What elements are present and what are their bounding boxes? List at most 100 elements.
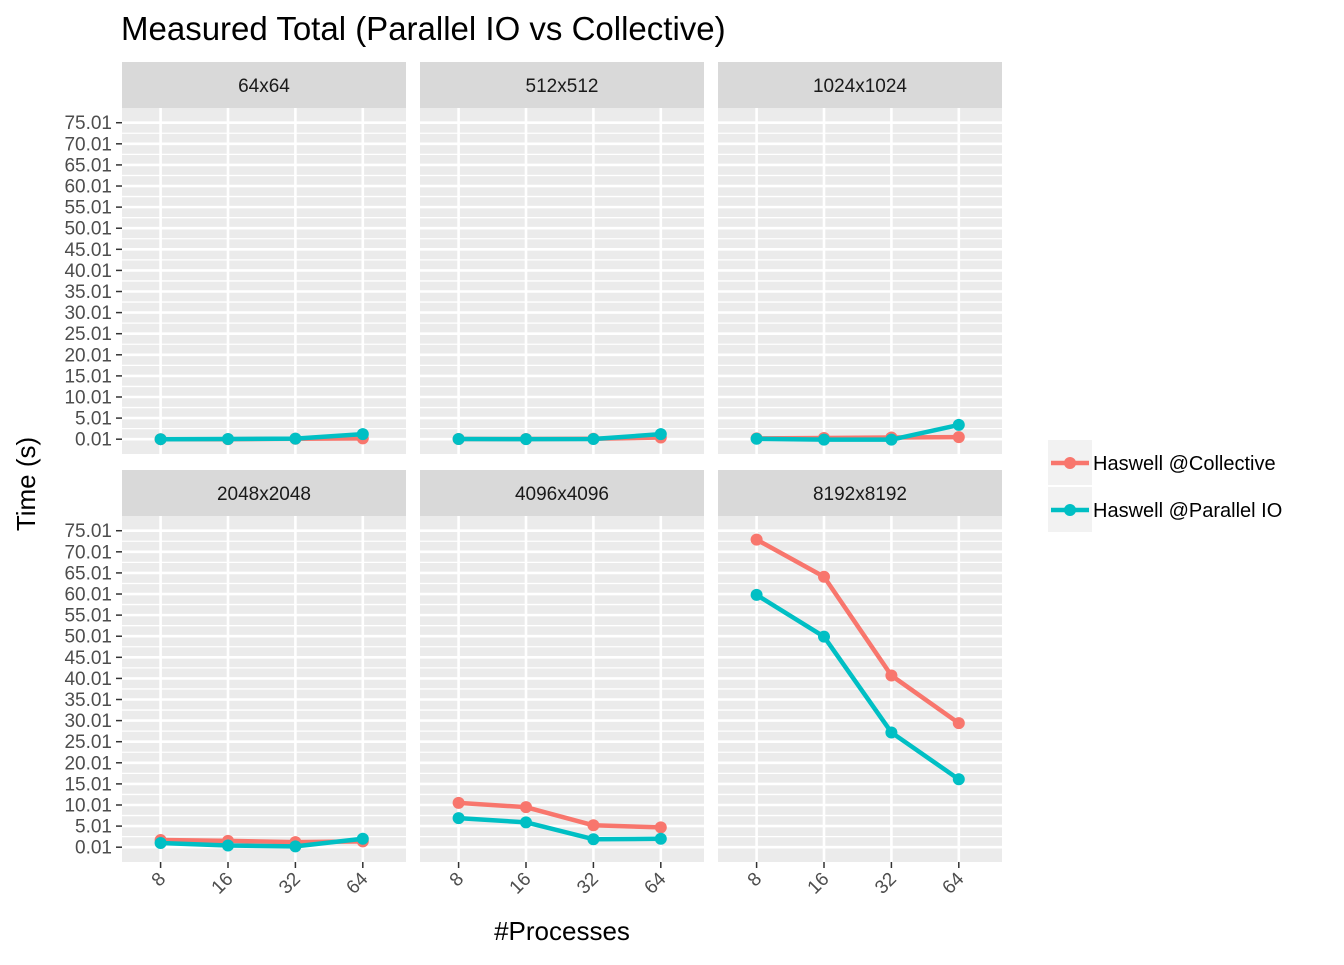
- y-tick-label: 40.01: [64, 261, 112, 282]
- facet-panel: 2048x2048 0.015.0110.0115.0120.0125.0130.…: [64, 470, 406, 898]
- facet-panel: 8192x8192 8 16 32 64: [718, 470, 1002, 898]
- x-tick-label: 16: [804, 869, 834, 899]
- y-tick-label: 50.01: [64, 219, 112, 240]
- data-point: [750, 588, 763, 601]
- series-line: [755, 537, 961, 726]
- data-point: [750, 432, 763, 445]
- facet-strip-label: 4096x4096: [515, 484, 609, 505]
- series-line: [160, 431, 363, 442]
- series-line: [458, 815, 661, 842]
- facet-strip: [718, 470, 1002, 516]
- data-point: [885, 669, 898, 682]
- y-tick-label: 65.01: [64, 563, 112, 584]
- x-tick-label: 8: [148, 869, 170, 891]
- data-point: [587, 819, 600, 832]
- data-point: [289, 432, 302, 445]
- data-point: [654, 832, 667, 845]
- x-tick-label: 16: [506, 869, 536, 899]
- facet-strip: [718, 62, 1002, 108]
- y-tick-label: 35.01: [64, 690, 112, 711]
- data-point: [356, 428, 369, 441]
- data-point: [587, 433, 600, 446]
- y-tick-label: 15.01: [64, 774, 112, 795]
- data-point: [654, 821, 667, 834]
- facet-strip-label: 512x512: [526, 76, 599, 97]
- y-tick-label: 30.01: [64, 303, 112, 324]
- data-point: [818, 630, 830, 643]
- data-point: [952, 418, 965, 431]
- facet-strip: [420, 62, 704, 108]
- facet-panel: 4096x4096 8 16 32 64: [420, 470, 704, 898]
- data-point: [154, 433, 167, 446]
- y-tick-label: 70.01: [64, 134, 112, 155]
- y-tick-label: 5.01: [75, 409, 112, 430]
- x-tick-label: 64: [939, 868, 969, 898]
- y-tick-label: 10.01: [64, 387, 112, 408]
- x-tick-label: 64: [641, 868, 671, 898]
- y-tick-label: 45.01: [64, 240, 112, 261]
- facet-strip-label: 1024x1024: [813, 76, 907, 97]
- data-point: [818, 433, 830, 446]
- series-line: [755, 592, 961, 782]
- data-point: [952, 431, 965, 444]
- series-line: [756, 422, 960, 442]
- data-point: [885, 726, 898, 739]
- data-point: [154, 837, 167, 850]
- data-point: [520, 801, 532, 814]
- facet-strip: [420, 470, 704, 516]
- y-tick-label: 25.01: [64, 324, 112, 345]
- y-tick-label: 0.01: [75, 838, 112, 859]
- data-point: [222, 839, 234, 852]
- facet-strip: [122, 470, 406, 516]
- y-tick-label: 15.01: [64, 366, 112, 387]
- facet-strip-label: 64x64: [238, 76, 290, 97]
- x-tick-label: 8: [446, 869, 468, 891]
- x-tick-label: 32: [871, 869, 901, 899]
- panels-layer: 64x640.015.0110.0115.0120.0125.0130.0135…: [64, 62, 1002, 898]
- y-tick-label: 25.01: [64, 732, 112, 753]
- data-point: [452, 433, 465, 446]
- legend-label: Haswell @Collective: [1093, 453, 1276, 475]
- legend: Haswell @Collective Haswell @Parallel IO: [1048, 440, 1282, 532]
- data-point: [952, 773, 965, 786]
- facet-strip-label: 8192x8192: [813, 484, 907, 505]
- facet-strip: [122, 62, 406, 108]
- y-tick-label: 75.01: [64, 113, 112, 134]
- x-tick-label: 64: [343, 868, 373, 898]
- y-tick-label: 60.01: [64, 585, 112, 606]
- y-tick-label: 5.01: [75, 817, 112, 838]
- y-tick-label: 75.01: [64, 521, 112, 542]
- data-point: [520, 433, 532, 446]
- chart-title: Measured Total (Parallel IO vs Collectiv…: [121, 10, 726, 47]
- x-tick-label: 16: [208, 869, 238, 899]
- y-axis-label: Time (s): [11, 437, 41, 531]
- data-point: [654, 428, 667, 441]
- facet-panel: 512x512: [420, 62, 704, 454]
- y-tick-label: 35.01: [64, 282, 112, 303]
- y-tick-label: 40.01: [64, 669, 112, 690]
- x-tick-label: 32: [275, 869, 305, 899]
- y-tick-label: 50.01: [64, 627, 112, 648]
- legend-key-point: [1064, 457, 1076, 469]
- y-tick-label: 0.01: [75, 430, 112, 451]
- facet-strip-label: 2048x2048: [217, 484, 311, 505]
- data-point: [587, 833, 600, 846]
- facet-panel: 1024x1024: [718, 62, 1002, 454]
- y-tick-label: 55.01: [64, 198, 112, 219]
- y-tick-label: 10.01: [64, 795, 112, 816]
- data-point: [885, 433, 898, 446]
- series-line: [458, 800, 661, 830]
- legend-key-point: [1064, 504, 1076, 516]
- y-tick-label: 55.01: [64, 606, 112, 627]
- y-tick-label: 45.01: [64, 648, 112, 669]
- data-point: [952, 717, 965, 730]
- y-tick-label: 20.01: [64, 345, 112, 366]
- data-point: [222, 433, 234, 446]
- series-line: [160, 836, 364, 849]
- y-tick-label: 20.01: [64, 753, 112, 774]
- data-point: [452, 796, 465, 809]
- x-axis-label: #Processes: [494, 916, 630, 946]
- y-tick-label: 70.01: [64, 542, 112, 563]
